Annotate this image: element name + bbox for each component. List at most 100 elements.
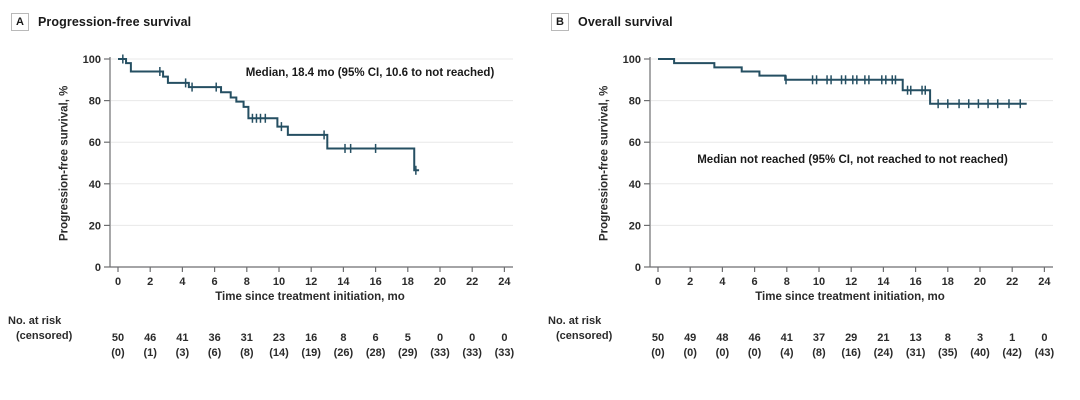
at-risk-count: 41 [781, 332, 793, 344]
censored-count: (33) [430, 347, 450, 359]
x-tick-label: 22 [1006, 276, 1018, 288]
x-tick-label: 18 [942, 276, 954, 288]
censored-count: (0) [716, 347, 730, 359]
at-risk-count: 41 [176, 332, 188, 344]
at-risk-count: 6 [373, 332, 379, 344]
survival-curve [658, 58, 1027, 105]
survival-curve [118, 58, 420, 172]
x-tick-label: 4 [719, 276, 726, 288]
censored-count: (42) [1002, 347, 1022, 359]
censored-count: (19) [301, 347, 321, 359]
panel-b-median-annotation: Median not reached (95% CI, not reached … [697, 154, 1008, 166]
at-risk-count: 0 [501, 332, 507, 344]
censored-count: (33) [495, 347, 515, 359]
at-risk-count: 46 [144, 332, 156, 344]
x-tick-label: 20 [974, 276, 986, 288]
at-risk-count: 31 [241, 332, 253, 344]
y-tick-label: 40 [89, 179, 101, 191]
at-risk-count: 3 [977, 332, 983, 344]
x-tick-label: 12 [845, 276, 857, 288]
panel-a-risk-table-header: No. at risk (censored) [8, 314, 72, 344]
x-tick-label: 24 [1038, 276, 1051, 288]
censored-count: (0) [651, 347, 665, 359]
censored-count: (8) [812, 347, 826, 359]
censored-count: (43) [1035, 347, 1055, 359]
x-tick-label: 2 [687, 276, 693, 288]
at-risk-count: 29 [845, 332, 857, 344]
at-risk-count: 0 [469, 332, 475, 344]
at-risk-count: 48 [716, 332, 728, 344]
y-tick-label: 100 [623, 54, 641, 66]
x-tick-label: 12 [305, 276, 317, 288]
censored-count: (3) [176, 347, 190, 359]
no-at-risk-label: No. at risk [8, 315, 62, 327]
at-risk-count: 1 [1009, 332, 1015, 344]
at-risk-count: 50 [112, 332, 124, 344]
censored-count: (24) [874, 347, 894, 359]
x-tick-label: 18 [402, 276, 414, 288]
at-risk-count: 21 [877, 332, 889, 344]
y-tick-label: 0 [95, 262, 101, 274]
at-risk-count: 8 [945, 332, 951, 344]
censored-count: (0) [683, 347, 697, 359]
y-tick-label: 80 [629, 96, 641, 108]
panel-b-x-axis-label: Time since treatment initiation, mo [755, 291, 945, 303]
y-tick-label: 100 [83, 54, 101, 66]
y-tick-label: 60 [629, 137, 641, 149]
at-risk-count: 46 [748, 332, 760, 344]
at-risk-count: 23 [273, 332, 285, 344]
censored-count: (35) [938, 347, 958, 359]
panel-overall-survival: B Overall survival Progression-free surv… [540, 0, 1080, 400]
at-risk-count: 50 [652, 332, 664, 344]
panel-a-title: Progression-free survival [38, 15, 192, 29]
x-tick-label: 0 [115, 276, 121, 288]
x-tick-label: 14 [337, 276, 350, 288]
censored-count: (28) [366, 347, 386, 359]
y-tick-label: 60 [89, 137, 101, 149]
x-tick-label: 14 [877, 276, 890, 288]
at-risk-count: 37 [813, 332, 825, 344]
panel-b-risk-table-header: No. at risk (censored) [548, 314, 612, 344]
x-tick-label: 24 [498, 276, 511, 288]
y-tick-label: 20 [89, 220, 101, 232]
panel-a-median-annotation: Median, 18.4 mo (95% CI, 10.6 to not rea… [245, 67, 495, 79]
y-tick-label: 20 [629, 220, 641, 232]
x-tick-label: 8 [784, 276, 790, 288]
censored-count: (40) [970, 347, 990, 359]
censored-count: (8) [240, 347, 254, 359]
y-tick-label: 40 [629, 179, 641, 191]
at-risk-count: 13 [909, 332, 921, 344]
censored-count: (26) [334, 347, 354, 359]
at-risk-count: 36 [208, 332, 220, 344]
censored-count: (1) [143, 347, 157, 359]
x-tick-label: 2 [147, 276, 153, 288]
censored-count: (4) [780, 347, 794, 359]
x-tick-label: 0 [655, 276, 661, 288]
censored-count: (14) [269, 347, 289, 359]
x-tick-label: 4 [179, 276, 186, 288]
censored-count: (29) [398, 347, 418, 359]
x-tick-label: 6 [212, 276, 218, 288]
panel-a-header: A Progression-free survival [11, 13, 191, 31]
x-tick-label: 10 [813, 276, 825, 288]
at-risk-count: 8 [340, 332, 346, 344]
x-tick-label: 20 [434, 276, 446, 288]
panel-a-letter-badge: A [11, 13, 29, 31]
censored-count: (16) [841, 347, 861, 359]
at-risk-count: 0 [437, 332, 443, 344]
at-risk-count: 16 [305, 332, 317, 344]
no-at-risk-label: No. at risk [548, 315, 602, 327]
y-tick-label: 0 [635, 262, 641, 274]
panel-b-title: Overall survival [578, 15, 673, 29]
x-tick-label: 16 [369, 276, 381, 288]
y-tick-label: 80 [89, 96, 101, 108]
panel-b-letter-badge: B [551, 13, 569, 31]
x-tick-label: 22 [466, 276, 478, 288]
censored-count: (31) [906, 347, 926, 359]
censored-count: (0) [111, 347, 125, 359]
at-risk-count: 5 [405, 332, 411, 344]
at-risk-count: 0 [1041, 332, 1047, 344]
panel-progression-free-survival: A Progression-free survival Progression-… [8, 13, 515, 359]
